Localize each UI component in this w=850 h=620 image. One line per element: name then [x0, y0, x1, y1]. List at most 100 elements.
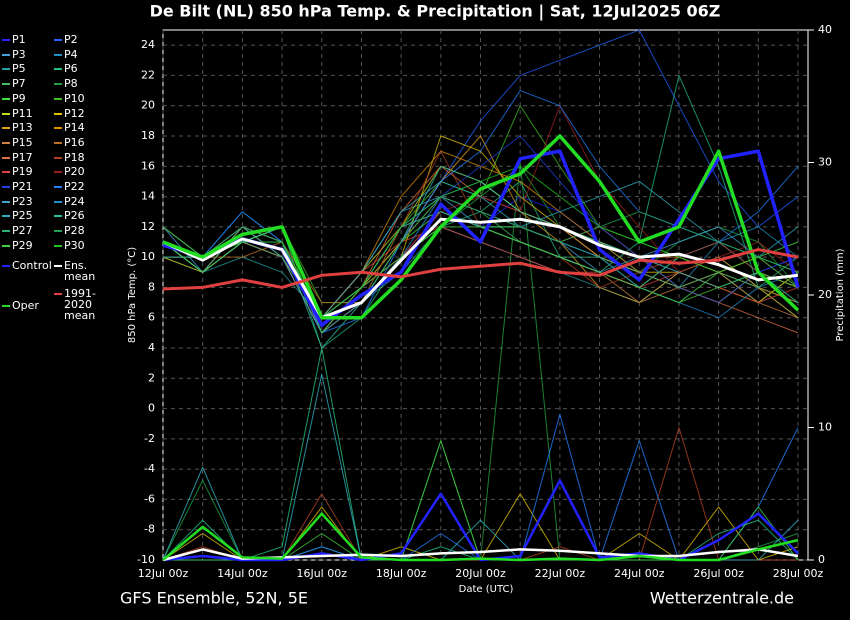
- y-tick-label: 24: [141, 38, 155, 51]
- legend-label: Oper: [12, 299, 39, 312]
- y2-tick-label: 0: [818, 553, 825, 566]
- legend-label: P24: [64, 194, 85, 208]
- legend-item: P4: [54, 49, 116, 60]
- legend-label: P5: [12, 62, 26, 76]
- legend-label: P25: [12, 209, 33, 223]
- legend-label: Ens. mean: [64, 259, 96, 283]
- legend-item: P16: [54, 137, 116, 148]
- legend-label: P10: [64, 91, 85, 105]
- legend-label: P17: [12, 150, 33, 164]
- legend-label: P30: [64, 238, 85, 252]
- legend-swatch: [2, 171, 10, 174]
- legend-item: P13: [2, 122, 64, 133]
- legend-swatch: [54, 53, 62, 56]
- legend-label: Control: [12, 259, 52, 272]
- legend-swatch: [54, 68, 62, 71]
- y-tick-label: -4: [144, 462, 155, 475]
- x-tick-label: 16Jul 00z: [296, 567, 347, 580]
- legend-item: P18: [54, 152, 116, 163]
- legend-swatch: [54, 186, 62, 188]
- x-tick-label: 14Jul 00z: [217, 567, 268, 580]
- legend-swatch: [54, 39, 62, 41]
- chart-title: De Bilt (NL) 850 hPa Temp. & Precipitati…: [150, 2, 721, 22]
- legend-swatch: [54, 141, 62, 144]
- legend-swatch: [54, 230, 62, 233]
- footer-right: Wetterzentrale.de: [650, 589, 794, 608]
- legend-swatch: [2, 53, 10, 56]
- legend-item: P24: [54, 196, 116, 207]
- legend-label: P15: [12, 135, 33, 149]
- y2-tick-label: 10: [818, 421, 832, 434]
- legend-label: 1991-2020 mean: [64, 287, 96, 322]
- legend-label: P22: [64, 180, 85, 193]
- y-tick-label: 0: [148, 402, 155, 415]
- x-tick-label: 28Jul 00z: [773, 567, 824, 580]
- legend-label: P18: [64, 150, 85, 164]
- legend-swatch: [2, 156, 10, 159]
- legend-item: P20: [54, 166, 116, 177]
- legend-swatch: [54, 293, 62, 295]
- legend-item: P3: [2, 49, 64, 60]
- legend-item: P15: [2, 137, 64, 148]
- x-tick-label: 12Jul 00z: [138, 567, 189, 580]
- legend-swatch: [54, 112, 62, 115]
- legend-swatch: [2, 265, 10, 267]
- footer-left: GFS Ensemble, 52N, 5E: [120, 589, 308, 608]
- legend-label: P27: [12, 224, 33, 238]
- legend-swatch: [54, 244, 62, 247]
- legend-item: P8: [54, 78, 116, 89]
- legend-label: P16: [64, 135, 85, 149]
- y2-tick-label: 20: [818, 288, 832, 301]
- legend-label: P13: [12, 121, 33, 135]
- legend-item: P30: [54, 240, 116, 251]
- legend-swatch: [2, 141, 10, 144]
- legend-label: P1: [12, 33, 26, 46]
- temperature-line: [162, 226, 799, 334]
- precip-line: [162, 479, 799, 562]
- legend-item: P25: [2, 210, 64, 221]
- legend-item: P22: [54, 181, 116, 192]
- y-tick-label: 4: [148, 341, 155, 354]
- legend-swatch: [2, 39, 10, 41]
- legend-swatch: [2, 83, 10, 86]
- legend-swatch: [54, 127, 62, 130]
- legend-item: P21: [2, 181, 64, 192]
- legend-label: P29: [12, 238, 33, 252]
- legend-item: P6: [54, 63, 116, 74]
- legend-item: P29: [2, 240, 64, 251]
- y-tick-label: 2: [148, 371, 155, 384]
- y-tick-label: 8: [148, 280, 155, 293]
- x-axis-label: Date (UTC): [459, 584, 514, 595]
- y2-tick-label: 40: [818, 23, 832, 36]
- legend-label: P19: [12, 165, 33, 179]
- temperature-line: [162, 248, 799, 291]
- y2-axis-label: Precipitation (mm): [835, 248, 846, 341]
- precip-line: [162, 512, 799, 562]
- legend-swatch: [54, 265, 62, 267]
- legend-swatch: [54, 97, 62, 100]
- legend-item: Oper: [2, 300, 64, 311]
- legend-item: 1991-2020 mean: [54, 288, 116, 321]
- legend-swatch: [2, 244, 10, 247]
- y-tick-label: 20: [141, 99, 155, 112]
- temperature-line: [162, 217, 799, 320]
- x-tick-label: 22Jul 00z: [535, 567, 586, 580]
- y-tick-label: 22: [141, 68, 155, 81]
- legend-item: P27: [2, 225, 64, 236]
- legend-item: Control: [2, 260, 64, 271]
- legend-label: P7: [12, 77, 26, 91]
- y-tick-label: -10: [137, 553, 155, 566]
- legend-label: P9: [12, 91, 26, 105]
- legend-swatch: [2, 186, 10, 188]
- legend-label: P20: [64, 165, 85, 179]
- y-tick-label: 14: [141, 190, 155, 203]
- legend-item: P9: [2, 93, 64, 104]
- legend-item: Ens. mean: [54, 260, 116, 282]
- legend-item: P26: [54, 210, 116, 221]
- legend-item: P19: [2, 166, 64, 177]
- y-tick-label: 18: [141, 129, 155, 142]
- y-tick-label: 10: [141, 250, 155, 263]
- legend-label: P12: [64, 106, 85, 120]
